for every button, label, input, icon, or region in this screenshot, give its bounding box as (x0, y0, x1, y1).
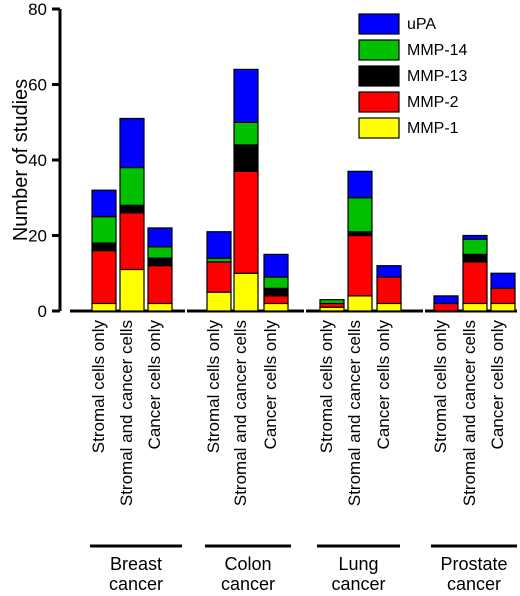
bar-8-mmp-14 (347, 197, 373, 233)
bar-11-upa (462, 234, 488, 240)
bar-12-mmp-2 (490, 287, 516, 305)
legend-label-mmp-1: MMP-1 (407, 120, 459, 137)
legend-swatch-mmp-14 (358, 39, 400, 61)
y-tick-label-60: 60 (28, 76, 47, 95)
bar-9-upa (376, 265, 402, 278)
legend-label-mmp-2: MMP-2 (407, 94, 459, 111)
group-label-line2-2: cancer (221, 574, 275, 594)
group-label-line2-3: cancer (331, 574, 385, 594)
y-tick-label-40: 40 (28, 151, 47, 170)
bar-6-mmp-13 (263, 287, 289, 297)
bar-3-mmp-13 (147, 257, 173, 267)
bar-12-upa (490, 272, 516, 289)
bar-11-mmp-2 (462, 261, 488, 305)
legend-label-mmp-13: MMP-13 (407, 68, 468, 85)
y-tick-label-0: 0 (38, 302, 47, 321)
bar-5-upa (233, 68, 259, 123)
category-label-6: Cancer cells only (261, 320, 280, 450)
bar-6-mmp-2 (263, 295, 289, 305)
y-tick-label-80: 80 (28, 0, 47, 19)
bar-8-mmp-2 (347, 234, 373, 297)
bar-3-mmp-1 (147, 302, 173, 312)
category-label-4: Stromal cells only (204, 320, 223, 454)
category-label-8: Stromal and cancer cells (345, 320, 364, 506)
bar-3-mmp-14 (147, 246, 173, 259)
bar-5-mmp-14 (233, 121, 259, 146)
category-label-12: Cancer cells only (488, 320, 507, 450)
bar-5-mmp-13 (233, 144, 259, 172)
bar-6-mmp-1 (263, 302, 289, 312)
legend-swatch-mmp-13 (358, 65, 400, 87)
group-label-line2-1: cancer (109, 574, 163, 594)
legend-label-mmp-14: MMP-14 (407, 42, 468, 59)
legend-swatch-upa (358, 13, 400, 35)
group-label-line1-1: Breast (110, 554, 162, 574)
bar-5-mmp-1 (233, 272, 259, 312)
bar-11-mmp-1 (462, 302, 488, 312)
bar-3-mmp-2 (147, 265, 173, 305)
y-axis-title: Number of studies (10, 79, 32, 241)
category-label-5: Stromal and cancer cells (231, 320, 250, 506)
bar-4-mmp-2 (206, 261, 232, 293)
bar-5-mmp-2 (233, 170, 259, 274)
bar-11-mmp-14 (462, 238, 488, 255)
bar-4-mmp-1 (206, 291, 232, 312)
legend-swatch-mmp-2 (358, 91, 400, 113)
bar-2-mmp-1 (119, 268, 145, 312)
group-label-line1-2: Colon (224, 554, 271, 574)
bar-6-upa (263, 253, 289, 278)
category-label-9: Cancer cells only (374, 320, 393, 450)
bar-8-upa (347, 170, 373, 199)
legend-label-upa: uPA (407, 16, 436, 33)
group-label-line2-4: cancer (447, 574, 501, 594)
bar-2-mmp-13 (119, 204, 145, 214)
bar-1-mmp-1 (91, 302, 117, 312)
bar-1-mmp-14 (91, 216, 117, 244)
category-label-3: Cancer cells only (145, 320, 164, 450)
bar-4-upa (206, 231, 232, 259)
bar-10-upa (433, 295, 459, 305)
bar-6-mmp-14 (263, 276, 289, 289)
bar-11-mmp-13 (462, 253, 488, 263)
bar-1-mmp-2 (91, 250, 117, 305)
bar-3-upa (147, 227, 173, 248)
bar-2-upa (119, 117, 145, 169)
category-label-7: Stromal cells only (317, 320, 336, 454)
bar-1-upa (91, 189, 117, 218)
bar-2-mmp-2 (119, 212, 145, 271)
category-label-1: Stromal cells only (89, 320, 108, 454)
bar-12-mmp-1 (490, 302, 516, 312)
legend-swatch-mmp-1 (358, 117, 400, 139)
group-label-line1-4: Prostate (440, 554, 507, 574)
group-label-line1-3: Lung (338, 554, 378, 574)
category-label-11: Stromal and cancer cells (460, 320, 479, 506)
category-label-10: Stromal cells only (431, 320, 450, 454)
category-label-2: Stromal and cancer cells (117, 320, 136, 506)
bar-10-mmp-2 (433, 302, 459, 312)
bar-9-mmp-1 (376, 302, 402, 312)
bar-1-mmp-13 (91, 242, 117, 252)
bar-7-mmp-14 (319, 299, 345, 305)
bar-2-mmp-14 (119, 166, 145, 206)
y-tick-label-20: 20 (28, 227, 47, 246)
bar-9-mmp-2 (376, 276, 402, 305)
bar-8-mmp-1 (347, 295, 373, 312)
